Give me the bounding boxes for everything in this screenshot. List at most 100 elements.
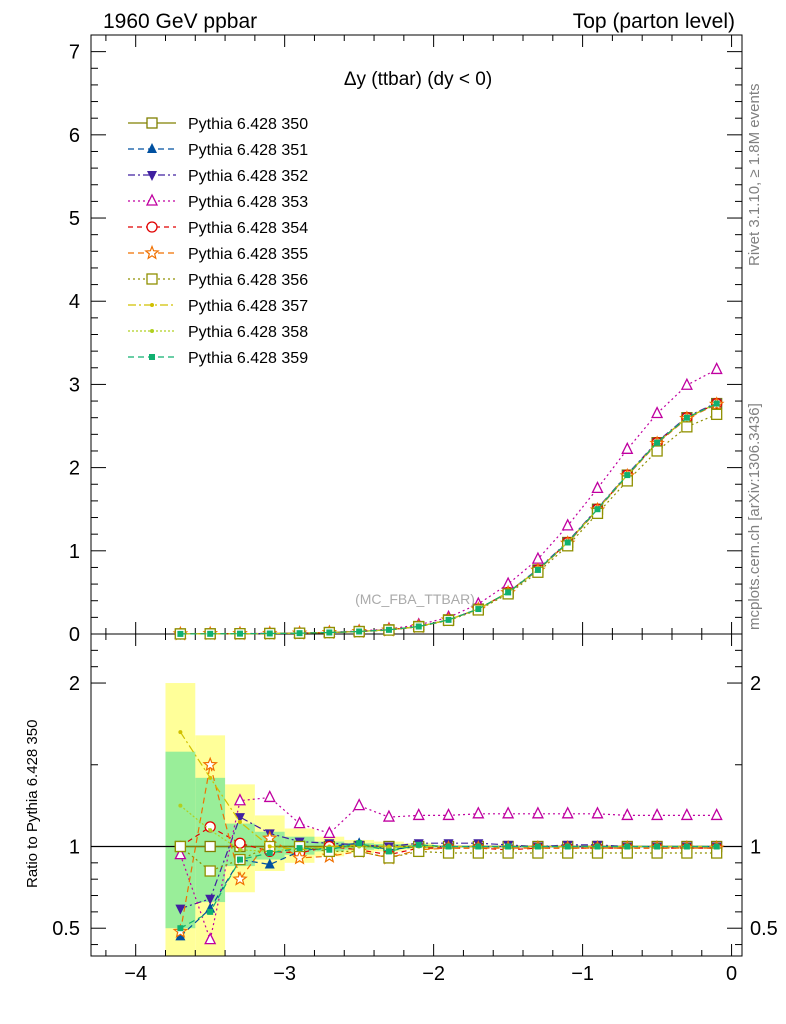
ratio-data-point	[234, 837, 246, 849]
data-point	[713, 400, 720, 407]
header-left-label: 1960 GeV ppbar	[103, 10, 257, 33]
data-point	[651, 406, 664, 419]
ratio-data-point	[266, 850, 273, 857]
axes: −4 −3 −2 −1 0 0 1 2 3 4 5 6 7 0.5 0.5 1 1 2 2	[52, 34, 778, 985]
data-point	[591, 480, 604, 494]
ratio-data-point	[594, 843, 601, 850]
ratio-data-point	[237, 819, 242, 824]
data-point	[624, 472, 631, 479]
ratio-data-point	[711, 847, 723, 859]
legend-marker	[150, 329, 154, 333]
y-tick-label: 4	[69, 291, 80, 313]
data-point	[621, 441, 634, 454]
data-point	[651, 445, 663, 457]
ratio-data-point	[177, 925, 184, 932]
data-point	[415, 623, 422, 630]
ratio-data-point	[561, 806, 574, 819]
ratio-data-point	[475, 843, 482, 850]
legend-marker	[149, 354, 155, 360]
ratio-data-point	[175, 930, 186, 941]
ratio-data-point	[710, 807, 723, 821]
ratio-data-point	[382, 809, 395, 822]
legend-marker	[146, 273, 158, 285]
rivet-version-label: Rivet 3.1.10, ≥ 1.8M events	[746, 83, 763, 267]
ratio-data-point	[591, 806, 604, 819]
ratio-data-point	[472, 806, 485, 819]
data-point	[710, 361, 723, 375]
data-point	[561, 518, 574, 531]
ratio-data-point	[385, 848, 392, 855]
ratio-data-point	[472, 847, 484, 859]
ratio-data-point	[353, 798, 366, 811]
ratio-data-point	[624, 843, 631, 850]
ratio-tick-label-right: 1	[750, 836, 761, 858]
ratio-data-point	[208, 775, 213, 780]
ratio-tick-label-right: 0.5	[750, 918, 778, 940]
ratio-data-point	[591, 847, 604, 859]
x-tick-label: 0	[726, 963, 737, 985]
x-tick-label: −3	[273, 963, 296, 985]
ratio-data-point	[532, 847, 544, 859]
ratio-data-point	[207, 908, 214, 915]
ratio-data-point	[204, 865, 216, 877]
ratio-data-point	[296, 845, 303, 852]
ratio-data-point	[383, 852, 395, 864]
ratio-data-point	[293, 816, 306, 829]
ratio-data-point	[291, 849, 308, 865]
legend-label: Pythia 6.428 352	[188, 168, 308, 185]
y-tick-label: 5	[69, 208, 80, 230]
ratio-data-point	[442, 807, 455, 821]
ratio-data-point	[621, 847, 633, 859]
ratio-tick-label: 2	[69, 673, 80, 695]
ratio-data-point	[233, 793, 247, 806]
legend-marker	[150, 303, 154, 307]
ratio-tick-label: 1	[69, 836, 80, 858]
legend-label: Pythia 6.428 353	[188, 194, 308, 211]
ratio-data-point	[202, 756, 219, 772]
analysis-watermark: (MC_FBA_TTBAR)	[355, 591, 475, 607]
data-point	[475, 606, 482, 613]
x-tick-label: −1	[571, 963, 594, 985]
y-tick-label: 0	[69, 624, 80, 646]
data-point	[534, 566, 541, 573]
data-point	[654, 439, 661, 446]
ratio-data-point	[680, 807, 693, 821]
legend-label: Pythia 6.428 356	[188, 272, 308, 289]
ratio-data-point	[651, 847, 663, 859]
data-point	[207, 630, 214, 637]
header-right-label: Top (parton level)	[573, 10, 735, 33]
data-point	[681, 421, 693, 433]
ratio-data-point	[174, 840, 187, 853]
legend-label: Pythia 6.428 350	[188, 116, 308, 133]
x-tick-label: −2	[422, 963, 445, 985]
legend-marker	[147, 143, 157, 153]
data-point	[531, 551, 544, 564]
uncertainty-band-green	[195, 777, 226, 903]
ratio-data-point	[204, 932, 217, 945]
ratio-data-point	[442, 847, 455, 859]
ratio-data-point	[562, 847, 574, 859]
x-tick-label: −4	[124, 963, 147, 985]
ratio-data-point	[232, 871, 248, 886]
ratio-data-point	[236, 856, 243, 863]
ratio-data-point	[205, 894, 216, 905]
legend-marker	[145, 193, 159, 206]
data-point	[445, 616, 452, 623]
ratio-data-point	[502, 847, 514, 859]
ratio-plot-series	[172, 730, 725, 945]
data-point	[594, 506, 601, 513]
main-plot-series	[172, 361, 725, 641]
ratio-data-point	[713, 843, 720, 850]
data-point	[680, 377, 693, 390]
data-point	[505, 589, 512, 596]
ratio-data-point	[263, 789, 276, 803]
legend-marker	[146, 221, 158, 233]
ratio-data-point	[204, 840, 216, 853]
ratio-axis-label: Ratio to Pythia 6.428 350	[24, 720, 41, 888]
data-point	[564, 539, 571, 546]
ratio-data-point	[651, 807, 664, 821]
data-point	[266, 630, 273, 637]
ratio-data-point	[323, 825, 336, 839]
ratio-plot-frame	[90, 633, 743, 957]
